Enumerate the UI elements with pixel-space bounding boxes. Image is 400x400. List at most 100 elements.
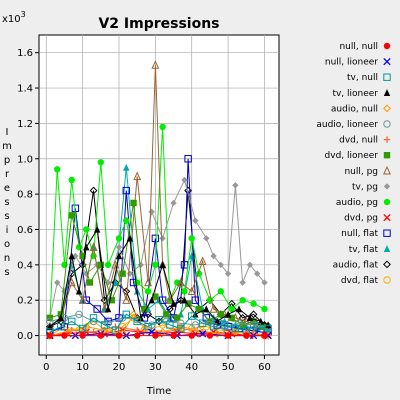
legend-entry: null, flat — [341, 229, 391, 239]
data-point — [72, 252, 79, 260]
data-point — [228, 305, 235, 313]
legend-marker — [383, 245, 391, 252]
y-tick-label: 1.2 — [17, 119, 33, 130]
data-point — [166, 321, 174, 329]
data-point — [221, 317, 228, 325]
x-tick-label: 20 — [113, 362, 126, 373]
legend-entry: dvd, null — [339, 136, 391, 146]
data-point — [170, 300, 177, 307]
data-point — [104, 305, 112, 313]
data-point — [198, 256, 207, 265]
y-axis-label-char: o — [4, 239, 10, 250]
data-point — [78, 295, 87, 304]
chart-title: V2 Impressions — [98, 16, 219, 32]
data-point — [137, 261, 145, 269]
data-point — [250, 300, 257, 307]
data-point — [184, 155, 192, 163]
data-point — [231, 324, 240, 333]
legend-marker — [383, 183, 391, 190]
data-point — [191, 296, 200, 304]
data-point — [224, 270, 232, 277]
legend-entry: audio, null — [331, 104, 391, 114]
legend-marker — [383, 89, 391, 96]
data-point — [57, 314, 65, 322]
y-axis-label-char: s — [4, 267, 9, 278]
data-point — [100, 326, 109, 335]
data-point — [206, 332, 214, 339]
legend-marker — [383, 152, 391, 159]
y-axis-label-char: r — [5, 169, 10, 180]
data-point — [144, 288, 152, 295]
legend-marker — [383, 57, 391, 66]
legend-entry: tv, pg — [352, 182, 391, 192]
data-point — [173, 314, 181, 322]
legend-label: dvd, flat — [341, 276, 379, 286]
data-point — [170, 199, 177, 207]
data-point — [159, 261, 166, 269]
y-axis-label-char: n — [4, 253, 10, 264]
data-point — [97, 332, 105, 339]
legend-entry: null, null — [339, 42, 391, 52]
data-point — [152, 261, 159, 269]
data-point — [89, 242, 98, 251]
data-point — [140, 324, 149, 333]
data-point — [217, 311, 225, 318]
y-axis-label-char: s — [4, 197, 9, 208]
data-point — [264, 324, 272, 333]
data-point — [144, 277, 153, 287]
legend-marker — [383, 276, 391, 284]
legend-marker — [383, 198, 391, 206]
data-point — [213, 317, 221, 325]
data-point — [176, 296, 185, 305]
data-point — [100, 321, 109, 329]
series-line — [49, 228, 269, 328]
legend-label: dvd, null — [339, 136, 378, 146]
data-point — [155, 315, 163, 324]
data-point — [159, 123, 166, 131]
data-point — [235, 305, 243, 313]
y-multiplier: x103 — [2, 10, 26, 25]
data-point — [163, 311, 170, 318]
data-point — [122, 287, 131, 296]
data-point — [123, 217, 130, 224]
y-tick-label: 0.4 — [17, 260, 33, 271]
legend-entry: audio, flat — [333, 260, 391, 270]
legend-entry: tv, null — [347, 73, 391, 83]
y-axis-label-char: I — [6, 127, 9, 138]
data-point — [253, 270, 261, 277]
data-point — [220, 321, 229, 329]
x-tick-label: 50 — [222, 362, 235, 373]
data-point — [115, 252, 123, 260]
legend-label: tv, flat — [349, 245, 379, 255]
data-point — [104, 261, 112, 269]
data-point — [246, 314, 254, 322]
x-axis-label: Time — [146, 386, 171, 397]
data-point — [68, 176, 75, 184]
data-point — [261, 279, 268, 286]
data-point — [151, 60, 160, 69]
data-point — [53, 279, 61, 286]
data-point — [195, 305, 203, 313]
series-layer — [45, 60, 273, 340]
data-point — [111, 326, 120, 334]
legend-entry: dvd, lioneer — [325, 151, 391, 161]
data-point — [122, 295, 131, 304]
data-point — [203, 235, 210, 242]
legend-label: tv, null — [347, 73, 378, 83]
legend-entry: dvd, pg — [344, 214, 391, 224]
data-point — [209, 323, 218, 331]
legend-label: tv, pg — [352, 182, 378, 192]
y-axis-label-char: m — [2, 141, 12, 152]
data-point — [217, 288, 225, 295]
y-tick-label: 0.8 — [17, 190, 33, 201]
data-point — [181, 176, 188, 184]
data-point — [152, 332, 159, 339]
data-point — [83, 226, 90, 233]
legend-label: null, lioneer — [325, 58, 378, 68]
data-point — [53, 166, 61, 173]
data-point — [195, 326, 203, 335]
y-tick-label: 1.0 — [17, 154, 33, 165]
x-tick-label: 10 — [76, 362, 89, 373]
y-tick-label: 0.0 — [17, 331, 33, 342]
legend-label: dvd, pg — [344, 214, 378, 224]
